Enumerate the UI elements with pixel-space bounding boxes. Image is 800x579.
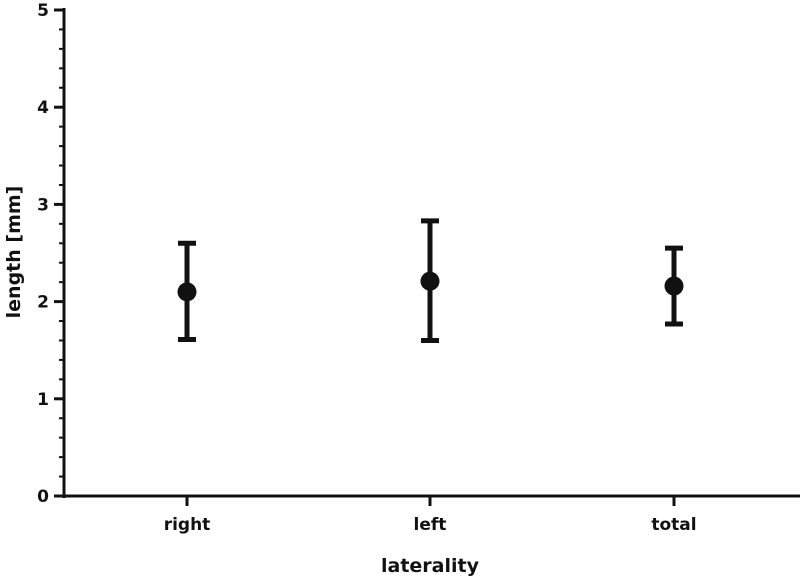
y-axis-title: length [mm] — [3, 186, 25, 319]
x-axis-title: laterality — [381, 555, 480, 577]
data-point — [177, 282, 197, 302]
y-tick-label: 0 — [37, 487, 49, 507]
y-tick-label: 5 — [37, 1, 49, 21]
x-tick-label: right — [164, 515, 211, 535]
y-tick-label: 3 — [37, 195, 49, 215]
x-tick-label: left — [414, 515, 447, 535]
x-tick-label: total — [651, 515, 696, 535]
data-point — [420, 271, 440, 291]
data-point — [664, 276, 684, 296]
y-tick-label: 4 — [37, 98, 49, 118]
plot-area: 0 1 2 3 4 5 right left total — [37, 1, 800, 535]
y-tick-label: 2 — [37, 293, 49, 313]
y-tick-label: 1 — [37, 390, 49, 410]
